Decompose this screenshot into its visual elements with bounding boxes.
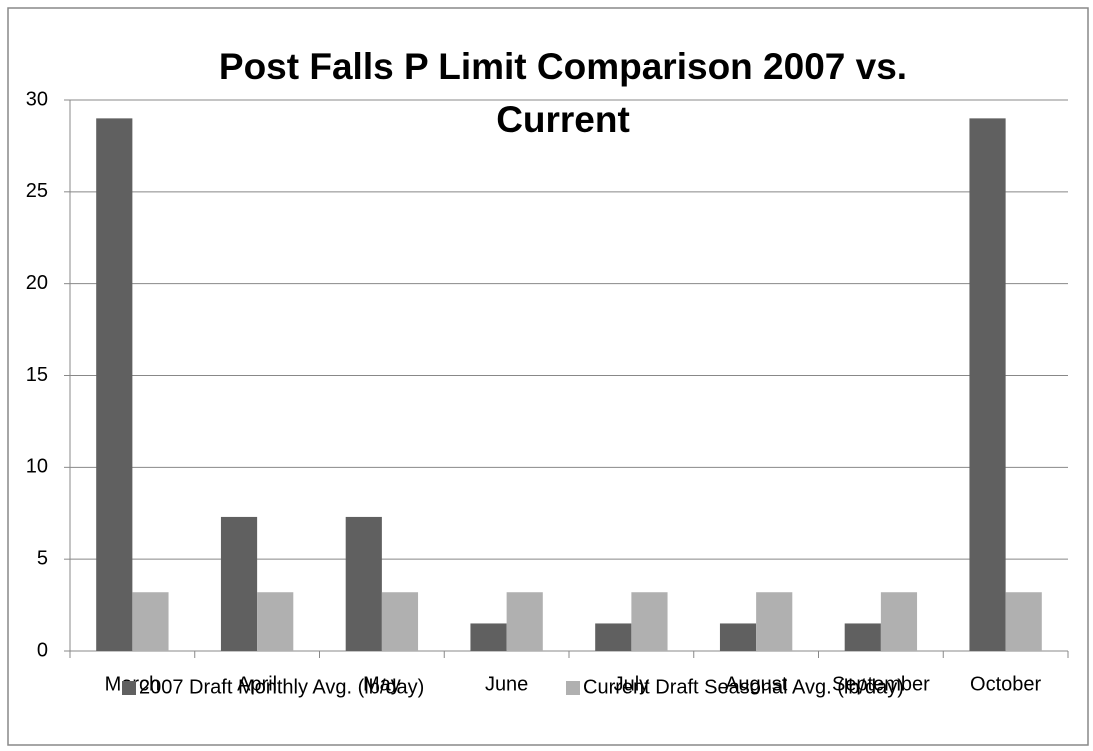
bar — [631, 592, 668, 651]
bar — [96, 118, 133, 651]
bar — [1005, 592, 1042, 651]
y-tick-label: 10 — [26, 456, 48, 478]
bar — [345, 516, 382, 651]
x-tick-label: August — [725, 673, 788, 695]
legend-label: Current Draft Seasonal Avg. (lb/day) — [583, 676, 904, 698]
y-tick-label: 25 — [26, 180, 48, 202]
x-tick-label: July — [614, 673, 650, 695]
bar — [257, 592, 294, 651]
legend-label: 2007 Draft Monthly Avg. (lb/day) — [139, 676, 424, 698]
bar — [844, 623, 881, 651]
bar — [220, 516, 258, 651]
bar — [595, 623, 632, 651]
y-tick-label: 5 — [37, 547, 48, 569]
x-tick-label: June — [485, 673, 528, 695]
y-tick-label: 30 — [26, 88, 48, 110]
legend-swatch — [566, 681, 580, 695]
y-tick-label: 15 — [26, 364, 48, 386]
chart-title: Post Falls P Limit Comparison 2007 vs. C… — [218, 46, 908, 140]
bar — [132, 592, 169, 651]
bar — [381, 592, 419, 651]
y-tick-label: 0 — [37, 639, 48, 661]
x-tick-label: October — [970, 673, 1041, 695]
legend-swatch — [122, 681, 136, 695]
bar — [756, 592, 793, 651]
y-tick-label: 20 — [26, 272, 48, 294]
x-tick-label: September — [832, 673, 930, 695]
bar — [506, 592, 543, 651]
x-tick-label: April — [237, 673, 277, 695]
bar — [719, 623, 757, 651]
x-tick-label: May — [363, 673, 401, 695]
bar — [880, 592, 918, 651]
bar — [470, 623, 507, 651]
bar — [969, 118, 1006, 651]
